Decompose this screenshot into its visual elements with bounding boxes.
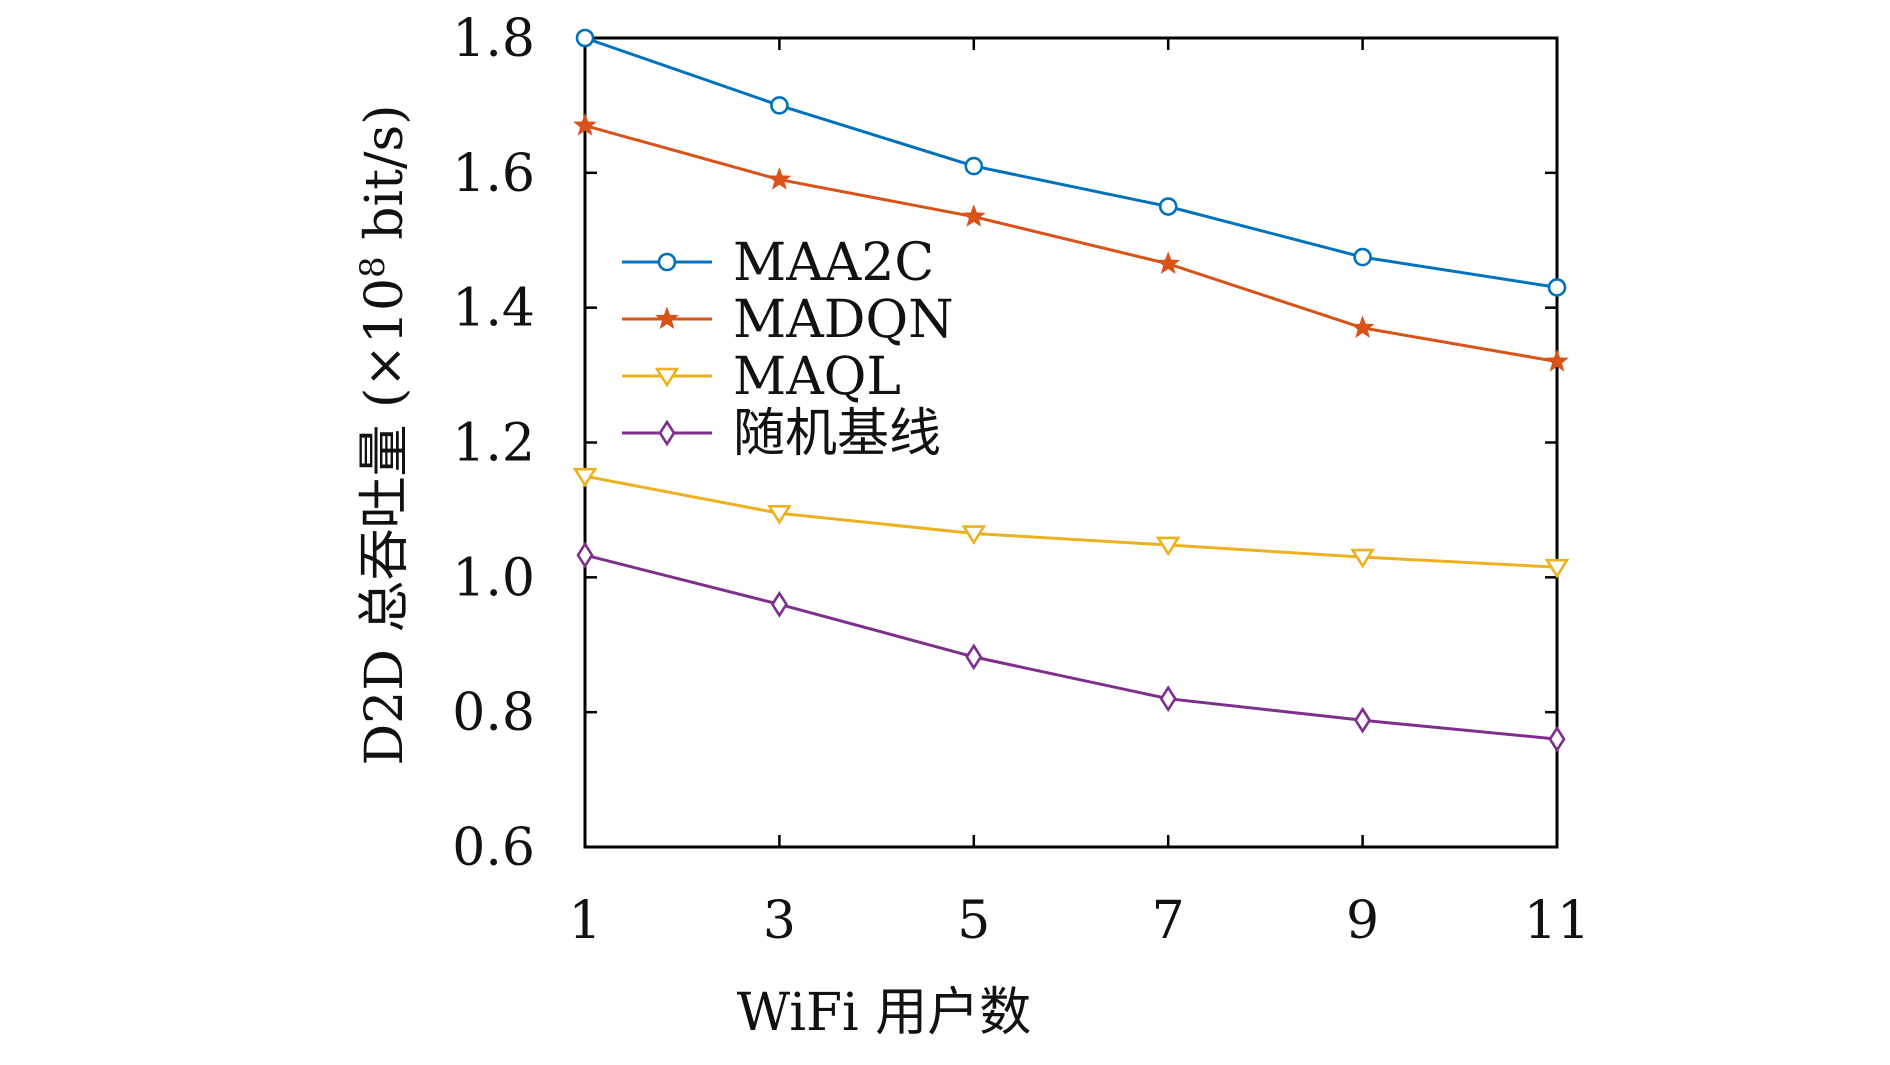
data-point	[1547, 278, 1567, 297]
series-line	[584, 124, 1558, 364]
series-line	[584, 553, 1558, 741]
data-point	[1158, 197, 1178, 216]
x-tick-label: 9	[1346, 891, 1379, 951]
series-layer	[572, 28, 1570, 753]
data-point	[1156, 251, 1181, 274]
series-line	[584, 36, 1558, 289]
legend-marker	[655, 306, 679, 330]
series-0	[575, 28, 1567, 297]
legend-marker	[654, 367, 680, 388]
legend-label: MAQL	[733, 347, 901, 407]
data-point	[770, 96, 789, 115]
data-point	[961, 204, 986, 227]
data-point	[1159, 685, 1177, 713]
y-axis-label-main: D2D 总吞吐量 (×10	[355, 278, 415, 766]
y-tick-label: 0.8	[452, 683, 535, 743]
data-point	[1548, 725, 1566, 753]
y-axis-label-exponent: 8	[353, 256, 393, 278]
data-point	[770, 590, 788, 618]
data-point	[1545, 349, 1569, 372]
series-line	[584, 474, 1558, 569]
data-point	[965, 643, 983, 671]
y-tick-label: 0.6	[452, 818, 535, 878]
legend-label: MADQN	[733, 290, 954, 350]
data-point	[1155, 536, 1181, 557]
series-3	[576, 541, 1566, 753]
x-tick-label: 11	[1524, 891, 1590, 951]
data-point	[1350, 548, 1375, 569]
data-point	[961, 525, 987, 545]
x-tick-label: 3	[763, 891, 796, 951]
data-point	[767, 167, 792, 190]
y-tick-label: 1.4	[452, 279, 535, 339]
y-tick-label: 1.2	[452, 414, 535, 474]
data-point	[575, 28, 595, 48]
data-point	[576, 541, 594, 569]
data-point	[1544, 558, 1570, 579]
data-point	[572, 467, 598, 488]
data-point	[964, 156, 984, 176]
y-tick-label: 1.8	[452, 9, 535, 69]
series-2	[572, 467, 1570, 579]
data-point	[767, 504, 792, 525]
y-axis-label-unit: bit/s)	[355, 104, 415, 256]
legend-entry: MADQN	[622, 290, 954, 350]
data-point	[1353, 247, 1372, 267]
legend-marker	[657, 252, 677, 272]
x-tick-label: 5	[957, 891, 990, 951]
data-point	[573, 113, 597, 136]
x-tick-label: 1	[568, 891, 601, 951]
series-1	[573, 113, 1569, 372]
y-axis-label: D2D 总吞吐量 (×108 bit/s)	[353, 104, 415, 765]
data-point	[1354, 706, 1372, 734]
legend-marker	[658, 419, 676, 447]
axes-layer: 1 3 5 7 9 11 0.6 0.8 1.0 1.2 1.4 1.6 1.8	[452, 9, 1590, 951]
legend-entry: MAA2C	[622, 233, 934, 293]
legend-label: 随机基线	[733, 404, 941, 464]
x-tick-label: 7	[1152, 891, 1185, 951]
y-tick-label: 1.6	[452, 144, 535, 204]
y-tick-label: 1.0	[452, 548, 535, 608]
data-point	[1350, 315, 1375, 338]
x-axis-label: WiFi 用户数	[737, 983, 1031, 1043]
legend-entry: MAQL	[622, 347, 901, 407]
legend-label: MAA2C	[733, 233, 934, 293]
legend-entry: 随机基线	[622, 404, 941, 464]
